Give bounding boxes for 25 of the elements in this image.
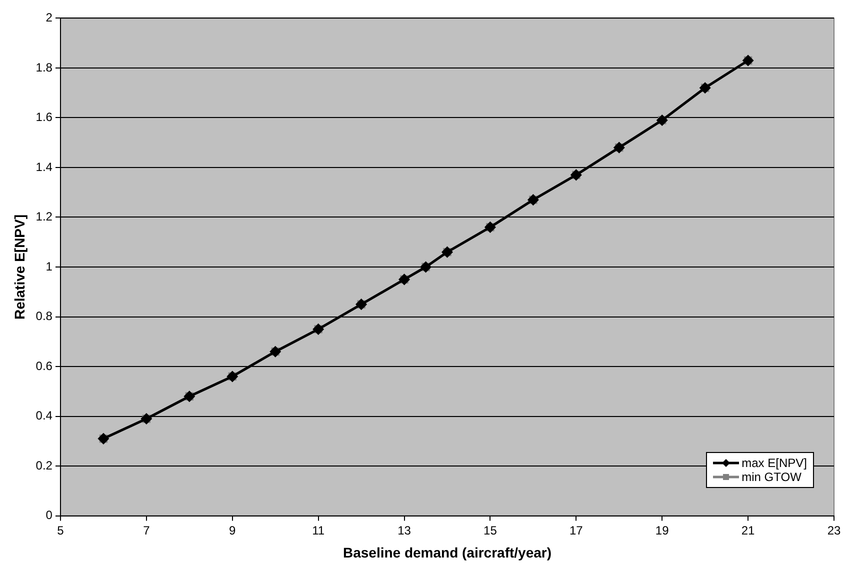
- x-tick-label: 21: [741, 523, 756, 538]
- y-tick-label: 1.2: [36, 210, 53, 224]
- y-tick-label: 1.4: [36, 160, 53, 174]
- x-tick-label: 19: [655, 523, 670, 538]
- x-tick-label: 15: [484, 523, 498, 538]
- y-tick-label: 0: [46, 508, 53, 522]
- y-axis-title: Relative E[NPV]: [11, 214, 28, 320]
- legend-label: min GTOW: [742, 470, 802, 484]
- legend-label: max E[NPV]: [742, 456, 807, 470]
- y-tick-label: 0.4: [36, 408, 53, 423]
- y-tick-label: 2: [46, 10, 53, 25]
- x-tick-label: 11: [312, 523, 325, 538]
- x-tick-label: 5: [57, 523, 64, 538]
- y-tick-label: 1.6: [36, 110, 53, 124]
- y-tick-label: 1: [46, 259, 53, 274]
- y-tick-label: 0.8: [36, 309, 53, 324]
- x-tick-label: 7: [143, 523, 150, 538]
- y-tick-label: 1.8: [36, 60, 53, 74]
- y-tick-label: 0.6: [36, 358, 53, 373]
- x-tick-label: 13: [398, 523, 412, 538]
- x-tick-label: 17: [569, 523, 584, 538]
- x-tick-label: 9: [229, 523, 236, 538]
- y-tick-label: 0.2: [36, 458, 53, 472]
- x-tick-label: 23: [827, 523, 841, 538]
- x-axis-title: Baseline demand (aircraft/year): [342, 544, 552, 560]
